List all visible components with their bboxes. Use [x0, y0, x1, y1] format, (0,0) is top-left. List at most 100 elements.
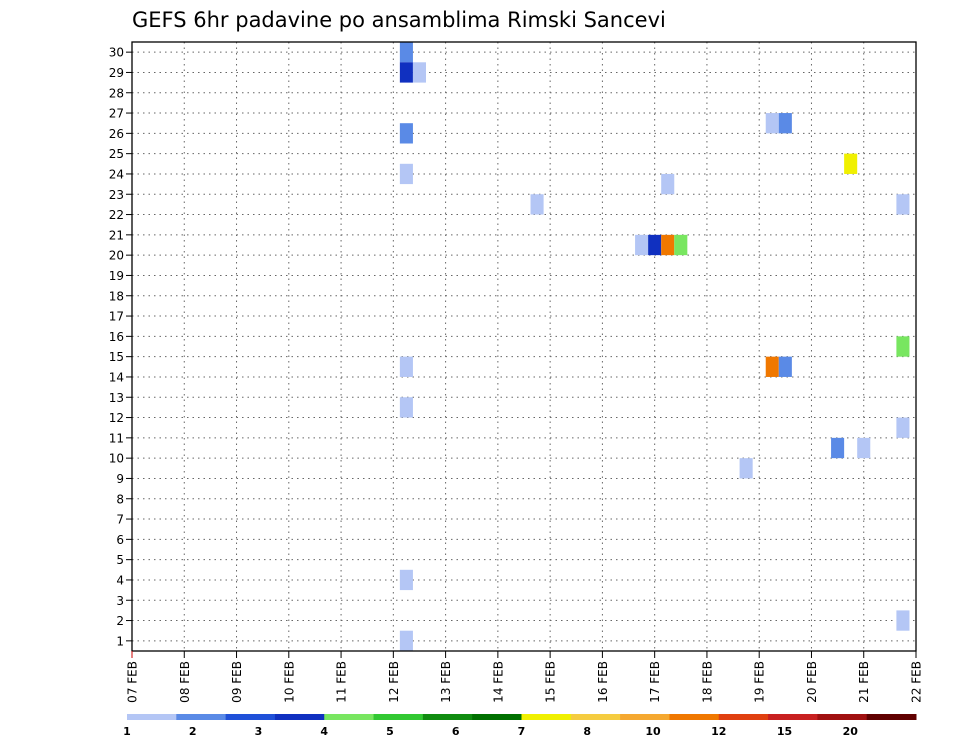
x-tick-label: 07 FEB [126, 661, 140, 703]
colorbar-label: 8 [583, 725, 591, 738]
y-tick-label: 25 [109, 147, 124, 161]
y-tick-label: 4 [116, 573, 124, 587]
colorbar-swatch [620, 714, 670, 720]
y-tick-label: 22 [109, 208, 124, 222]
precip-cell [399, 163, 413, 185]
y-tick-label: 11 [109, 431, 124, 445]
x-tick-label: 08 FEB [178, 661, 192, 703]
x-tick-label: 09 FEB [230, 661, 244, 703]
colorbar-swatch [866, 714, 917, 720]
colorbar-label: 2 [189, 725, 197, 738]
colorbar-swatch [472, 714, 522, 720]
precip-cell [399, 62, 413, 83]
y-tick-label: 23 [109, 188, 124, 202]
y-tick-label: 16 [109, 330, 124, 344]
precip-cell [778, 356, 792, 377]
precip-cell [412, 62, 426, 83]
colorbar-swatch [570, 714, 621, 720]
y-tick-label: 10 [109, 452, 124, 466]
precip-cell [765, 113, 779, 134]
colorbar-label: 10 [645, 725, 661, 738]
y-tick-label: 12 [109, 411, 124, 425]
precip-cell [896, 336, 910, 357]
y-tick-label: 30 [109, 46, 124, 60]
y-tick-label: 15 [109, 350, 124, 364]
precip-cell [765, 356, 779, 377]
precip-cell [399, 569, 413, 591]
precip-cell [635, 234, 649, 256]
colorbar-label: 3 [255, 725, 263, 738]
colorbar-swatch [817, 714, 868, 720]
y-tick-label: 3 [116, 594, 124, 608]
y-tick-label: 7 [116, 513, 124, 527]
colorbar-legend: 1 2 3 4 5 6 7 8 10 12 15 20 [123, 714, 917, 738]
precip-cell [399, 42, 413, 63]
precip-cell [399, 397, 413, 418]
x-tick-label: 19 FEB [753, 661, 767, 703]
precip-cell [857, 437, 871, 459]
x-tick-label: 14 FEB [491, 661, 505, 703]
colorbar-swatch [176, 714, 227, 720]
y-tick-label: 19 [109, 269, 124, 283]
x-tick-label: 10 FEB [282, 661, 296, 703]
colorbar-swatch [225, 714, 276, 720]
colorbar-swatch [373, 714, 424, 720]
colorbar-swatch [718, 714, 769, 720]
y-tick-label: 6 [116, 533, 124, 547]
y-tick-label: 18 [109, 289, 124, 303]
y-tick-label: 24 [109, 167, 124, 181]
plot-frame [131, 41, 917, 652]
precip-cell [778, 113, 792, 134]
colorbar-label: 4 [320, 725, 328, 738]
y-tick-label: 17 [109, 310, 124, 324]
x-tick-label: 18 FEB [700, 661, 714, 703]
precip-cell [896, 417, 910, 438]
x-tick-label: 20 FEB [805, 661, 819, 703]
x-tick-label: 13 FEB [439, 661, 453, 703]
precip-cell [844, 153, 858, 174]
colorbar-swatch [127, 714, 177, 720]
y-tick-label: 14 [109, 370, 124, 384]
precip-cell [661, 173, 675, 195]
precip-cell [661, 234, 675, 256]
chart-title: GEFS 6hr padavine po ansamblima Rimski S… [132, 8, 666, 32]
grid-lines [132, 42, 916, 651]
x-tick-label: 17 FEB [648, 661, 662, 703]
precip-cell [739, 458, 753, 479]
x-tick-label: 22 FEB [910, 661, 924, 703]
x-axis-ticks: 07 FEB 08 FEB 09 FEB 10 FEB 11 FEB 12 FEB 13 F… [126, 651, 924, 703]
y-tick-label: 8 [116, 492, 124, 506]
x-tick-label: 16 FEB [596, 661, 610, 703]
precip-cell [896, 194, 910, 215]
colorbar-label: 6 [452, 725, 460, 738]
colorbar-swatch [422, 714, 473, 720]
y-tick-label: 2 [116, 614, 124, 628]
precip-cell [896, 610, 910, 631]
colorbar-label: 5 [386, 725, 394, 738]
colorbar-label: 15 [777, 725, 792, 738]
y-tick-label: 27 [109, 107, 124, 121]
x-tick-label: 12 FEB [387, 661, 401, 703]
precip-cell [674, 234, 688, 256]
colorbar-swatch [521, 714, 572, 720]
x-tick-label: 21 FEB [857, 661, 871, 703]
y-tick-label: 26 [109, 127, 124, 141]
precip-cell [831, 437, 845, 459]
y-tick-label: 13 [109, 391, 124, 405]
colorbar-swatch [324, 714, 375, 720]
y-tick-label: 1 [116, 634, 124, 648]
precip-cell [648, 234, 662, 256]
precip-cell [399, 356, 413, 377]
colorbar-swatch [669, 714, 720, 720]
colorbar-label: 12 [711, 725, 726, 738]
y-axis-ticks: 1234567891011121314151617181920212223242… [109, 46, 132, 648]
precip-cell [399, 630, 413, 651]
y-tick-label: 21 [109, 228, 124, 242]
precip-cell [530, 194, 544, 215]
y-tick-label: 9 [116, 472, 124, 486]
y-tick-label: 5 [116, 553, 124, 567]
precipitation-cells [399, 42, 910, 651]
x-tick-label: 15 FEB [544, 661, 558, 703]
colorbar-label: 20 [843, 725, 859, 738]
